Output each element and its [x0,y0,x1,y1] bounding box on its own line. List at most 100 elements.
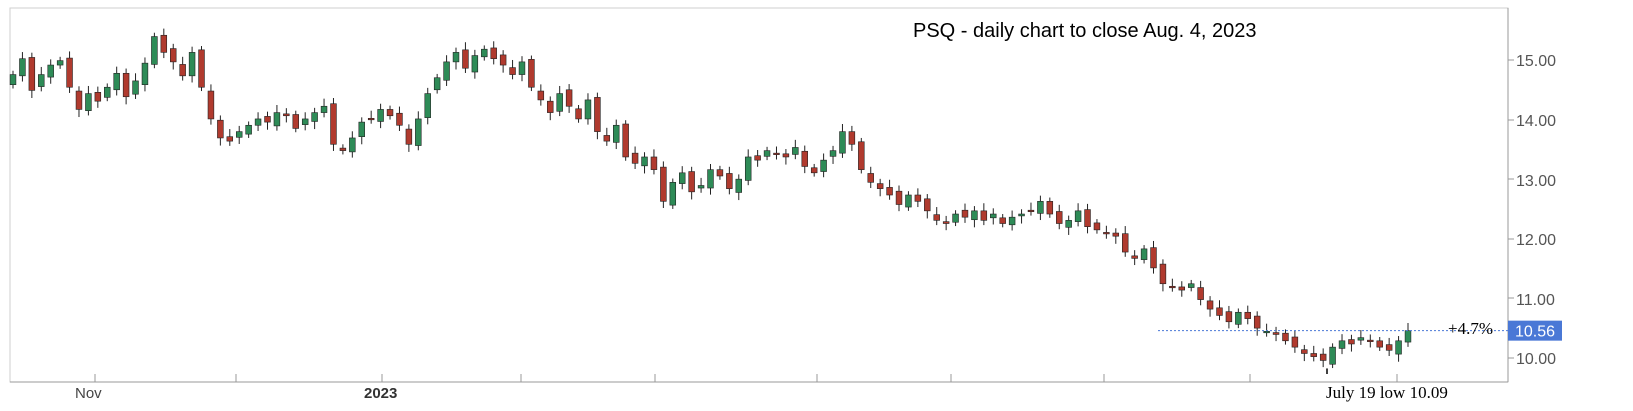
candle-down [1056,211,1063,224]
candle-down [716,169,724,177]
candle-up [1008,216,1016,226]
candle-up [641,156,648,167]
candle-down [1244,311,1251,319]
candle-down [1253,315,1261,329]
candle-up [1037,201,1044,214]
candle-down [726,173,733,189]
candle-down [924,198,931,212]
candle-up [1263,330,1270,334]
candle-down [1178,286,1186,291]
chart-title: PSQ - daily chart to close Aug. 4, 2023 [913,20,1257,42]
candle-down [1122,233,1129,253]
candle-up [1338,340,1346,349]
candle-down [886,187,893,196]
candle-up [613,124,620,143]
candle-down [914,194,922,202]
candle-up [669,182,677,206]
last-price-badge [1508,320,1562,341]
candle-up [556,93,563,112]
candle-down [1169,285,1176,289]
candle-up [990,213,997,219]
candle-down [499,54,507,66]
candle-up [245,124,252,135]
candle-down [405,128,413,145]
candle-down [226,136,234,142]
candle-up [1074,210,1082,222]
candle-up [1235,311,1242,325]
x-label-2023: 2023 [364,385,397,402]
candle-down [198,49,205,88]
candle-down [1385,344,1393,351]
candle-up [19,58,26,77]
candle-up [1187,283,1195,288]
candle-down [207,90,215,120]
candle-up [971,210,978,221]
candle-down [160,34,168,53]
candle-down [122,72,130,98]
candle-up [9,74,17,86]
candle-down [858,141,865,170]
candle-up [744,156,752,181]
candle-down [1301,349,1308,354]
candle-down [1103,232,1110,235]
last-price-label: 10.56 [1515,324,1555,341]
candle-up [188,52,196,77]
candle-down [1216,307,1223,316]
candle-down [490,47,497,60]
candle-down [1310,353,1317,357]
candle-up [1065,220,1072,228]
candle-down [980,210,988,221]
candle-down [1084,209,1091,227]
candle-down [1206,300,1214,310]
candle-down [330,103,337,145]
candle-down [848,131,856,145]
candle-down [170,48,177,63]
candle-down [462,49,469,69]
candle-down [1197,287,1204,300]
y-tick-label-12: 12.00 [1516,232,1556,249]
candle-up [433,77,441,91]
candle-up [320,105,328,113]
candle-down [1159,263,1167,285]
candle-up [47,64,54,78]
candle-down [1367,339,1374,342]
x-label-nov: Nov [75,385,102,402]
candle-down [1376,340,1383,348]
candle-up [235,131,243,138]
candle-down [773,152,780,155]
candle-up [377,109,384,122]
candle-down [782,153,790,158]
candle-down [1319,353,1327,361]
candle-up [349,137,356,153]
candle-down [575,108,582,120]
candle-down [1282,332,1289,342]
time-axis: Nov 2023 [75,374,1398,402]
candle-down [660,166,667,202]
candle-down [688,171,695,193]
candle-up [820,159,827,172]
candle-up [792,147,799,155]
candles-group [9,28,1412,369]
candle-up [113,72,120,91]
low-annotation: July 19 low 10.09 [1326,383,1448,402]
candle-up [707,169,714,189]
candle-down [1348,339,1355,345]
candle-up [424,93,431,118]
candle-up [1357,337,1365,341]
candle-down [547,100,554,113]
candle-up [584,99,592,120]
candle-down [754,155,761,161]
candle-down [594,97,601,132]
candle-down [603,135,611,142]
candle-up [141,62,149,86]
y-tick-label-15: 15.00 [1516,53,1556,70]
candle-down [509,67,516,75]
candle-down [810,167,818,174]
candle-down [1112,232,1120,237]
candle-down [801,150,808,167]
candle-down [264,116,271,123]
candle-down [961,209,969,218]
candle-down [179,64,186,77]
candle-up [273,112,281,127]
